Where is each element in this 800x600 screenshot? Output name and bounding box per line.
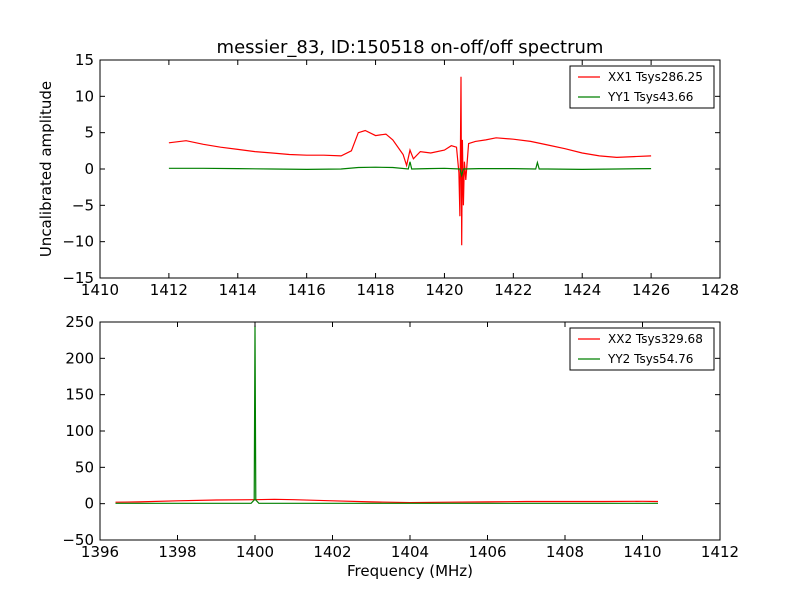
- x-tick-label: 1410: [623, 543, 661, 561]
- y-tick-label: 100: [65, 422, 94, 440]
- series-line-2: [115, 498, 659, 504]
- legend-label: XX1 Tsys286.25: [608, 70, 703, 84]
- y-tick-label: 5: [84, 124, 94, 142]
- legend: XX2 Tsys329.68 YY2 Tsys54.76: [569, 327, 715, 371]
- x-tick-label: 1416: [288, 281, 326, 299]
- y-tick-label: 250: [65, 313, 94, 331]
- legend: XX1 Tsys286.25 YY1 Tsys43.66: [569, 65, 715, 109]
- series-line-3: [115, 325, 658, 504]
- legend-label: XX2 Tsys329.68: [608, 332, 703, 346]
- y-tick-label: 10: [75, 87, 94, 105]
- x-tick-label: 1428: [701, 281, 739, 299]
- top-plot-area: 1410 1412 1414 1416 1418 1420 1422 1424 1426 1428…: [62, 51, 739, 299]
- x-tick-label: 1398: [158, 543, 196, 561]
- y-tick-label: −10: [62, 233, 94, 251]
- x-tick-label: 1402: [313, 543, 351, 561]
- series-line-0: [168, 76, 652, 246]
- x-tick-label: 1418: [356, 281, 394, 299]
- series-line-1: [168, 160, 652, 178]
- y-tick-label: −15: [62, 269, 94, 287]
- legend-box: [569, 65, 715, 109]
- x-tick-label: 1410: [81, 281, 119, 299]
- x-tick-label: 1414: [219, 281, 257, 299]
- chart-title: messier_83, ID:150518 on-off/off spectru…: [217, 37, 604, 58]
- y-tick-label: 0: [84, 495, 94, 513]
- bottom-plot-area: 1396 1398 1400 1402 1404 1406 1408 1410 1412 −50 0…: [62, 313, 739, 561]
- y-tick-label: 50: [75, 458, 94, 476]
- x-axis-label: Frequency (MHz): [347, 562, 473, 580]
- top-panel: messier_83, ID:150518 on-off/off spectru…: [37, 37, 739, 299]
- x-tick-label: 1396: [81, 543, 119, 561]
- x-tick-label: 1404: [391, 543, 429, 561]
- x-tick-label: 1400: [236, 543, 274, 561]
- x-tick-label: 1406: [468, 543, 506, 561]
- x-tick-label: 1426: [632, 281, 670, 299]
- y-tick-label: 200: [65, 349, 94, 367]
- y-tick-label: −5: [72, 196, 94, 214]
- y-tick-label: 15: [75, 51, 94, 69]
- legend-label: YY1 Tsys43.66: [607, 90, 693, 104]
- x-tick-label: 1424: [563, 281, 601, 299]
- y-axis-label: Uncalibrated amplitude: [37, 81, 55, 257]
- y-tick-label: 150: [65, 386, 94, 404]
- x-tick-label: 1420: [425, 281, 463, 299]
- bottom-panel: Frequency (MHz) 1396 1398 1400 1402 1404 1406…: [62, 313, 739, 580]
- x-tick-label: 1412: [701, 543, 739, 561]
- x-tick-label: 1422: [494, 281, 532, 299]
- y-tick-label: −50: [62, 531, 94, 549]
- x-tick-label: 1412: [150, 281, 188, 299]
- x-tick-label: 1408: [546, 543, 584, 561]
- y-tick-label: 0: [84, 160, 94, 178]
- legend-box: [569, 327, 715, 371]
- legend-label: YY2 Tsys54.76: [607, 352, 693, 366]
